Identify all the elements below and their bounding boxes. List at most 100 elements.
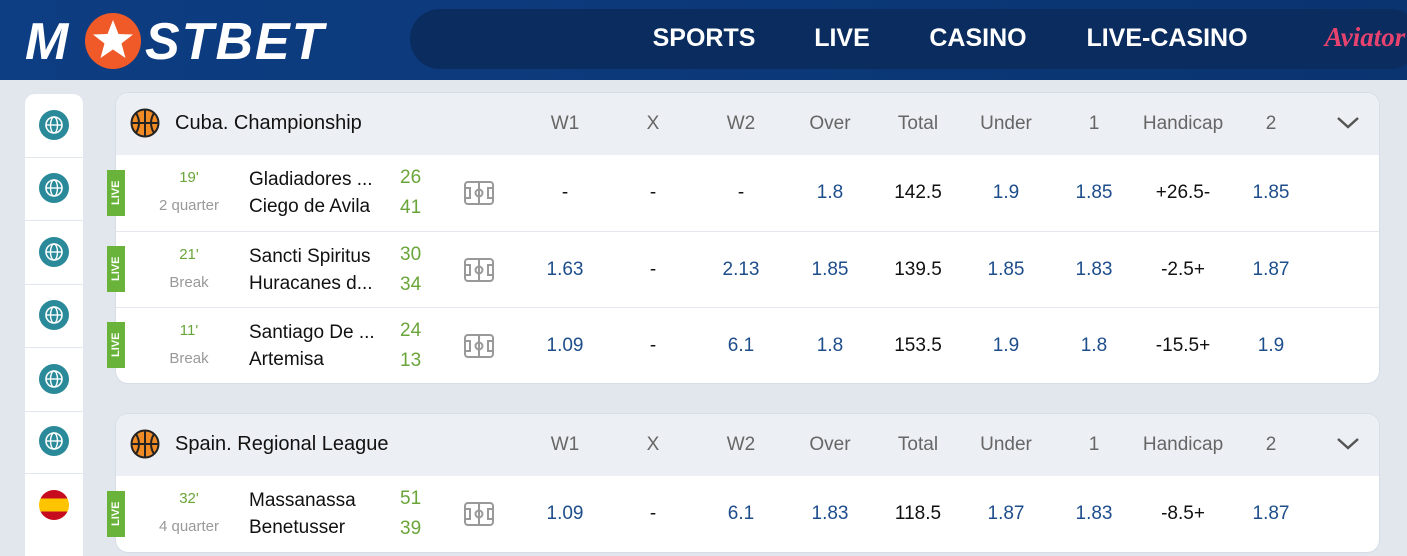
odds-cell[interactable]: -15.5+: [1155, 335, 1211, 356]
odds-cell[interactable]: 1.85: [1252, 182, 1290, 203]
minute: 19': [179, 169, 199, 186]
column-header: Under: [980, 434, 1032, 455]
odds-cell[interactable]: 1.87: [987, 503, 1025, 524]
odds-cell[interactable]: +26.5-: [1155, 182, 1211, 203]
odds-cell[interactable]: 1.85: [811, 259, 849, 280]
odds-cell[interactable]: 1.8: [1080, 335, 1108, 356]
live-badge: LIVE: [107, 170, 125, 216]
odds-cell[interactable]: -2.5+: [1161, 259, 1205, 280]
column-header: Handicap: [1142, 113, 1224, 134]
collapse-chevron[interactable]: [1336, 434, 1360, 454]
column-header: 2: [1265, 434, 1277, 455]
odds-cell[interactable]: 153.5: [894, 335, 942, 356]
score: 41: [400, 197, 422, 218]
column-header: W2: [726, 113, 756, 134]
match-row[interactable]: 11' Break Santiago De ... Artemisa 24 13 1.09 -…: [116, 307, 1379, 383]
live-badge: LIVE: [107, 322, 125, 368]
odds-cell[interactable]: -8.5+: [1161, 503, 1205, 524]
team-name: Sancti Spiritus: [249, 246, 371, 267]
odds-cell[interactable]: 139.5: [894, 259, 942, 280]
logo-star: [85, 13, 141, 69]
odds-cell[interactable]: 1.8: [816, 182, 844, 203]
score: 30: [400, 244, 422, 265]
flag-icon[interactable]: [39, 490, 69, 520]
collapse-chevron[interactable]: [1336, 113, 1360, 133]
match-row[interactable]: 19' 2 quarter Gladiadores ... Ciego de Avil…: [116, 155, 1379, 231]
live-badge: LIVE: [107, 491, 125, 537]
match-row[interactable]: 32' 4 quarter Massanassa Benetusser 51 39 1.09…: [116, 476, 1379, 552]
field-icon[interactable]: [463, 179, 495, 207]
odds-cell[interactable]: 1.9: [1257, 335, 1285, 356]
column-header: Total: [897, 434, 939, 455]
odds-cell[interactable]: 142.5: [894, 182, 942, 203]
logo[interactable]: STBET: [145, 13, 326, 71]
odds-cell[interactable]: -: [737, 182, 745, 203]
period: Break: [169, 350, 209, 367]
sidebar: [25, 94, 83, 556]
odds-cell[interactable]: 1.9: [992, 335, 1020, 356]
odds-cell[interactable]: 1.87: [1252, 259, 1290, 280]
odds-cell[interactable]: 6.1: [727, 503, 755, 524]
column-header: Handicap: [1142, 434, 1224, 455]
nav-link[interactable]: LIVE: [814, 24, 870, 52]
team-name: Ciego de Avila: [249, 196, 371, 217]
column-header: X: [646, 113, 660, 134]
minute: 32': [179, 490, 199, 507]
minute: 11': [179, 322, 199, 339]
odds-cell[interactable]: -: [649, 335, 657, 356]
odds-cell[interactable]: 1.83: [1075, 503, 1113, 524]
odds-cell[interactable]: -: [649, 259, 657, 280]
column-header: W1: [550, 113, 580, 134]
nav-link[interactable]: SPORTS: [652, 24, 756, 52]
nav-link[interactable]: Aviator: [1324, 22, 1406, 52]
odds-cell[interactable]: 1.85: [1075, 182, 1113, 203]
score: 26: [400, 167, 422, 188]
nav-link[interactable]: CASINO: [929, 24, 1027, 52]
column-header: W2: [726, 434, 756, 455]
globe-icon[interactable]: [39, 110, 69, 140]
globe-icon[interactable]: [39, 173, 69, 203]
odds-cell[interactable]: 118.5: [894, 503, 942, 524]
odds-cell[interactable]: 1.63: [546, 259, 584, 280]
column-header: 1: [1088, 113, 1100, 134]
divider: [25, 347, 83, 348]
odds-cell[interactable]: 1.8: [816, 335, 844, 356]
logo[interactable]: M: [25, 13, 71, 71]
odds-cell[interactable]: -: [561, 182, 569, 203]
league-header: Spain. Regional League W1 X W2 Over Total Unde…: [116, 414, 1379, 476]
nav-link[interactable]: LIVE-CASINO: [1086, 24, 1248, 52]
odds-cell[interactable]: 1.83: [1075, 259, 1113, 280]
league-card: Spain. Regional League W1 X W2 Over Total Unde…: [116, 414, 1379, 552]
odds-cell[interactable]: -: [649, 503, 657, 524]
period: 2 quarter: [158, 197, 220, 214]
league-name[interactable]: Cuba. Championship: [175, 112, 362, 134]
field-icon[interactable]: [463, 500, 495, 528]
field-icon[interactable]: [463, 332, 495, 360]
header: M STBET Aviator SPORTS LIVE CASINO LIVE-CAS…: [0, 0, 1407, 80]
nav-bar: [410, 9, 1407, 69]
divider: [25, 284, 83, 285]
odds-cell[interactable]: 1.9: [992, 182, 1020, 203]
score: 39: [400, 518, 422, 539]
divider: [25, 220, 83, 221]
odds-cell[interactable]: 2.13: [722, 259, 760, 280]
odds-cell[interactable]: 1.87: [1252, 503, 1290, 524]
odds-cell[interactable]: 6.1: [727, 335, 755, 356]
column-header: Over: [809, 113, 851, 134]
odds-cell[interactable]: 1.85: [987, 259, 1025, 280]
odds-cell[interactable]: 1.09: [546, 335, 584, 356]
globe-icon[interactable]: [39, 300, 69, 330]
match-row[interactable]: 21' Break Sancti Spiritus Huracanes d... 30 3…: [116, 231, 1379, 308]
field-icon[interactable]: [463, 256, 495, 284]
score: 34: [400, 274, 422, 295]
odds-cell[interactable]: 1.83: [811, 503, 849, 524]
league-name[interactable]: Spain. Regional League: [175, 433, 389, 455]
odds-cell[interactable]: 1.09: [546, 503, 584, 524]
live-badge: LIVE: [107, 246, 125, 292]
globe-icon[interactable]: [39, 237, 69, 267]
globe-icon[interactable]: [39, 364, 69, 394]
odds-cell[interactable]: -: [649, 182, 657, 203]
score: 24: [400, 320, 422, 341]
globe-icon[interactable]: [39, 426, 69, 456]
